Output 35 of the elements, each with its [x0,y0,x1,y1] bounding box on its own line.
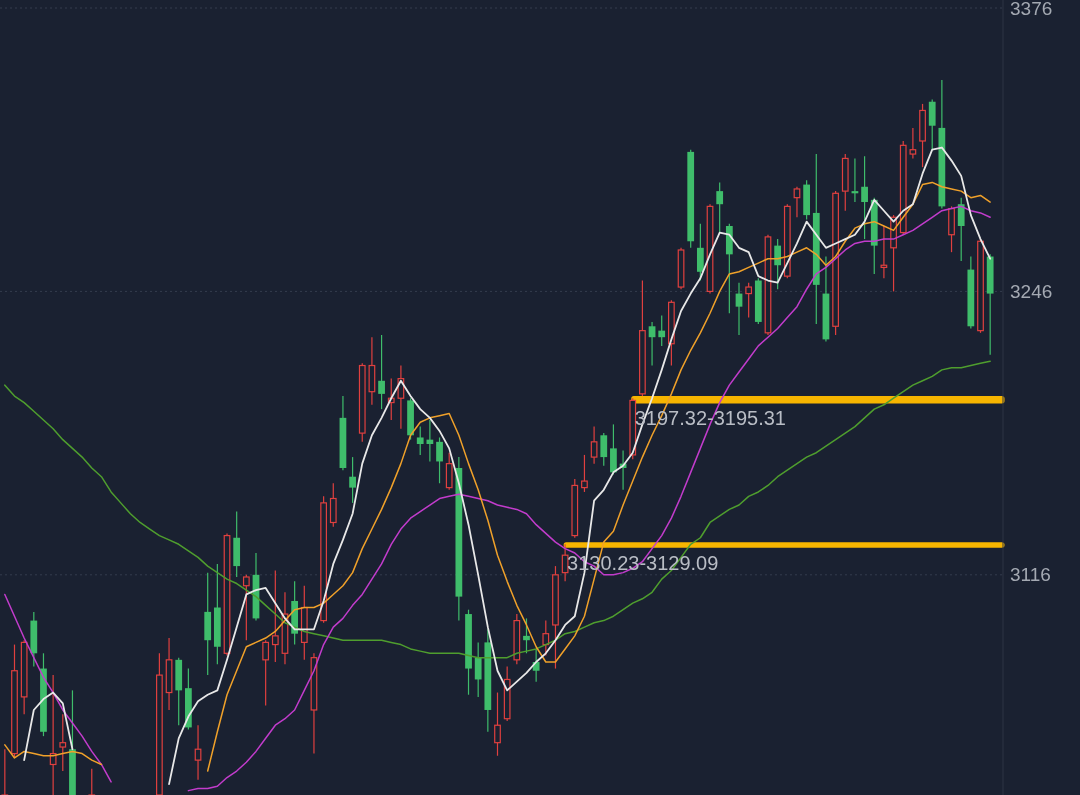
y-tick-label: 3116 [1010,564,1051,586]
candlestick [262,639,270,707]
candlestick [909,127,917,160]
candlestick [561,543,569,582]
y-tick-label: 3376 [1010,0,1053,19]
candlestick [494,691,501,757]
candlestick [445,452,453,491]
candlestick [880,225,888,279]
y-tick-label: 3246 [1010,280,1053,302]
candlestick [581,454,588,493]
candlestick [928,98,936,151]
candlestick [745,282,753,319]
candlestick [590,425,598,465]
candlestick [329,482,337,528]
candlestick [793,186,801,218]
candlestick [474,641,482,698]
candlestick [716,181,724,234]
candlestick [271,569,279,663]
candlestick [416,425,424,456]
candlestick [59,713,67,772]
candlestick [957,197,965,262]
candlestick [774,238,782,290]
candlestick [436,436,443,484]
candlestick [600,432,608,467]
candlestick [242,574,250,641]
candlestick [696,223,704,282]
candlestick [194,724,202,781]
candlestick [378,334,385,410]
candlestick [532,648,540,683]
candlestick [861,155,868,240]
candlestick [426,419,434,463]
candlestick [658,314,666,347]
candlestick [523,617,530,654]
candlestick [610,423,617,476]
candlestick [349,456,356,504]
